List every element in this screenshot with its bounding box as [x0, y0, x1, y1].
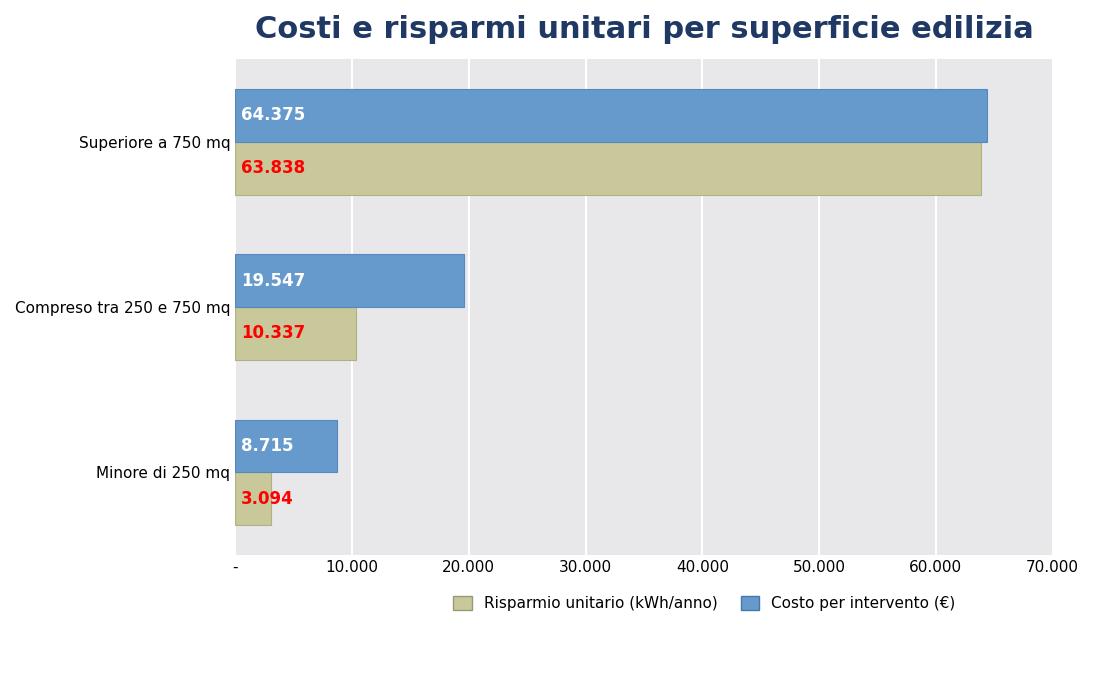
Bar	[235, 420, 337, 473]
Text: 64.375: 64.375	[241, 106, 305, 124]
Bar	[235, 254, 464, 307]
Bar	[235, 141, 980, 195]
Bar	[235, 473, 271, 525]
Text: 19.547: 19.547	[241, 272, 305, 289]
Title: Costi e risparmi unitari per superficie edilizia: Costi e risparmi unitari per superficie …	[255, 15, 1034, 44]
Text: 8.715: 8.715	[241, 437, 293, 455]
Text: 10.337: 10.337	[241, 324, 305, 343]
Bar	[235, 307, 356, 360]
Legend: Risparmio unitario (kWh/anno), Costo per intervento (€): Risparmio unitario (kWh/anno), Costo per…	[447, 589, 962, 617]
Text: 63.838: 63.838	[241, 159, 305, 177]
Text: 3.094: 3.094	[241, 490, 294, 508]
Bar	[235, 89, 987, 141]
